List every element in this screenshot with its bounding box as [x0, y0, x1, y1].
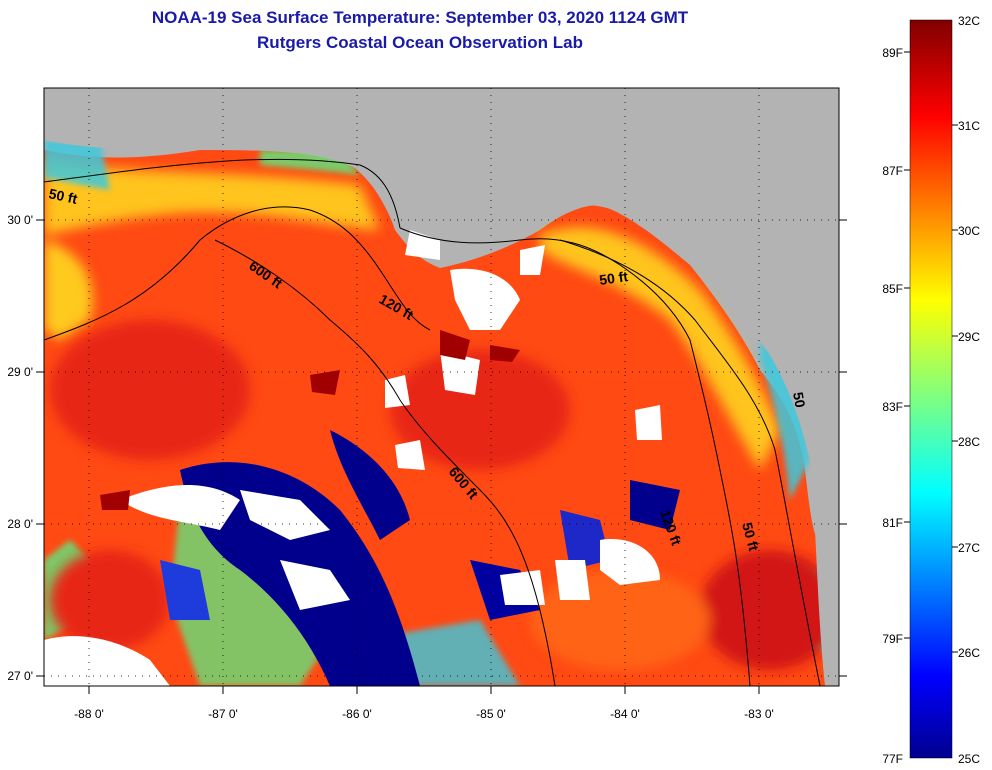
colorbar-f-label: 87F [882, 164, 903, 178]
contour-label-50ft-w: 50 ft [47, 185, 79, 207]
map-subtitle: Rutgers Coastal Ocean Observation Lab [257, 33, 583, 52]
lat-tick-label: 27 0' [7, 669, 33, 683]
contour-600ft [214, 239, 556, 686]
frame-ticks [36, 219, 847, 694]
lon-tick-label: -86 0' [342, 707, 372, 721]
lat-tick-label: 29 0' [7, 365, 33, 379]
cloud-cover [44, 230, 662, 686]
lon-tick-label: -85 0' [476, 707, 506, 721]
colorbar-c-label: 32C [958, 14, 980, 28]
map-frame [43, 87, 840, 687]
contour-120ft-east [399, 227, 751, 686]
lat-tick-label: 28 0' [7, 517, 33, 531]
colorbar-c-label: 31C [958, 119, 980, 133]
contour-50ft-east [559, 239, 821, 686]
colorbar-f-label: 81F [882, 516, 903, 530]
colorbar-c-label: 30C [958, 224, 980, 238]
contour-120ft-west [44, 206, 431, 341]
map-area: 50 ft 600 ft 120 ft 50 ft 600 ft 120 ft … [44, 88, 839, 686]
colorbar-c-label: 27C [958, 541, 980, 555]
contour-50ft-west [44, 158, 401, 229]
hot-spots [100, 330, 520, 510]
bathymetry-contours [44, 158, 821, 686]
lon-tick-label: -83 0' [744, 707, 774, 721]
lon-tick-label: -88 0' [74, 707, 104, 721]
coastal-warm-band [44, 160, 780, 470]
colorbar-f-label: 85F [882, 282, 903, 296]
colorbar-ticks [904, 51, 958, 653]
contour-label-50-partial: 50 [790, 391, 808, 409]
colorbar-gradient [909, 19, 953, 759]
colorbar-c-label: 26C [958, 646, 980, 660]
contour-label-50ft-se: 50 ft [739, 521, 762, 553]
map-title: NOAA-19 Sea Surface Temperature: Septemb… [151, 8, 689, 27]
colorbar: 32C 31C 30C 29C 28C 27C 26C 25C 89F 87F … [882, 14, 980, 766]
contour-label-50ft-e: 50 ft [598, 268, 629, 288]
colorbar-f-label: 77F [882, 752, 903, 766]
colorbar-c-label: 25C [958, 752, 980, 766]
land-northern-coast [44, 88, 839, 530]
land-southern-peninsula [815, 520, 839, 686]
lat-tick-label: 30 0' [7, 213, 33, 227]
colorbar-f-label: 83F [882, 400, 903, 414]
colorbar-f-label: 89F [882, 46, 903, 60]
lon-tick-label: -87 0' [208, 707, 238, 721]
colorbar-f-label: 79F [882, 632, 903, 646]
colorbar-c-label: 28C [958, 435, 980, 449]
colorbar-c-label: 29C [958, 330, 980, 344]
lon-tick-label: -84 0' [610, 707, 640, 721]
